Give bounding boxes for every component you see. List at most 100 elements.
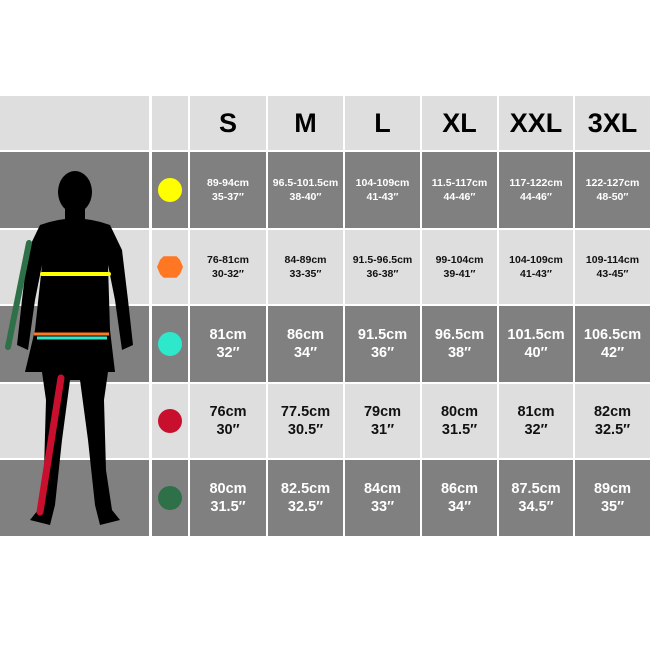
cm-value: 11.5-117cm [431,177,488,189]
cm-value: 84-89cm [284,254,327,266]
measurement-cell: 76-81cm 30-32″ [190,230,266,304]
chest-dot-icon [158,178,182,202]
measurement-cell: 82cm 32.5″ [575,384,650,458]
measurement-cell: 91.5-96.5cm 36-38″ [345,230,420,304]
inches-value: 41-43″ [520,268,552,280]
measurement-cell: 79cm 31″ [345,384,420,458]
cm-value: 104-109cm [509,254,563,266]
measurement-cell: 106.5cm 42″ [575,306,650,382]
inches-value: 34″ [293,345,318,361]
measurement-cell: 89cm 35″ [575,460,650,536]
sleeve-line [5,240,32,350]
size-header-l: L [345,96,420,150]
inches-value: 32.5″ [287,499,324,515]
icon-cell [152,460,188,536]
waist-arrow-dot-icon [157,256,183,278]
measurement-cell: 117-122cm 44-46″ [499,152,573,228]
measurement-cell: 76cm 30″ [190,384,266,458]
inches-value: 31.5″ [441,422,478,438]
measurement-cell: 81cm 32″ [190,306,266,382]
measurement-cell: 89-94cm 35-37″ [190,152,266,228]
cm-value: 89-94cm [206,177,250,189]
measurement-cell: 104-109cm 41-43″ [499,230,573,304]
cm-value: 106.5cm [583,327,642,343]
inches-value: 30″ [216,422,240,438]
icon-cell [152,306,188,382]
body-silhouette [5,171,133,525]
measurement-cell: 104-109cm 41-43″ [345,152,420,228]
measurement-cell: 11.5-117cm 44-46″ [422,152,497,228]
inches-value: 35″ [600,499,625,515]
inches-value: 36-38″ [366,268,399,280]
cm-value: 79cm [363,404,402,420]
inches-value: 31.5″ [210,499,246,515]
inches-value: 42″ [600,345,625,361]
cm-value: 86cm [286,327,325,343]
cm-value: 96.5-101.5cm [272,177,339,189]
size-header-3xl: 3XL [575,96,650,150]
size-header-xl: XL [422,96,497,150]
cm-value: 117-122cm [509,177,563,189]
inches-value: 34.5″ [518,499,554,515]
inches-value: 44-46″ [443,191,476,203]
inside-leg-line [36,374,65,516]
cm-value: 89cm [593,481,632,497]
measurement-cell: 80cm 31.5″ [190,460,266,536]
hip-dot-icon [158,332,182,356]
cm-value: 80cm [209,481,247,497]
cm-value: 84cm [363,481,402,497]
cm-value: 99-104cm [435,254,484,266]
inches-value: 32″ [216,345,240,361]
inches-value: 48-50″ [596,191,629,203]
measurement-cell: 86cm 34″ [422,460,497,536]
inches-value: 32.5″ [594,422,631,438]
cm-value: 80cm [440,404,479,420]
cm-value: 77.5cm [280,404,331,420]
inside-leg-dot-icon [158,409,182,433]
cm-value: 122-127cm [585,177,640,189]
inches-value: 33-35″ [289,268,322,280]
inches-value: 44-46″ [520,191,552,203]
size-header-xxl: XXL [499,96,573,150]
measurement-cell: 96.5cm 38″ [422,306,497,382]
cm-value: 87.5cm [511,481,561,497]
inches-value: 35-37″ [212,191,244,203]
measurement-cell: 99-104cm 39-41″ [422,230,497,304]
cm-value: 86cm [440,481,479,497]
cm-value: 82.5cm [280,481,331,497]
icon-cell [152,230,188,304]
icon-cell [152,152,188,228]
cm-value: 81cm [209,327,247,343]
icon-cell [152,384,188,458]
sleeve-dot-icon [158,486,182,510]
cm-value: 76-81cm [206,254,250,266]
inches-value: 41-43″ [366,191,399,203]
inches-value: 38″ [447,345,472,361]
measurement-cell: 122-127cm 48-50″ [575,152,650,228]
measurement-cell: 77.5cm 30.5″ [268,384,343,458]
measurement-cell: 84-89cm 33-35″ [268,230,343,304]
measurement-cell: 80cm 31.5″ [422,384,497,458]
inches-value: 34″ [447,499,472,515]
measurement-cell: 86cm 34″ [268,306,343,382]
cm-value: 109-114cm [585,254,640,266]
figure-bg [0,384,149,458]
cm-value: 96.5cm [434,327,485,343]
cm-value: 82cm [593,404,632,420]
cm-value: 76cm [209,404,247,420]
header-blank [0,96,149,150]
measurement-cell: 91.5cm 36″ [345,306,420,382]
measurement-cell: 87.5cm 34.5″ [499,460,573,536]
inches-value: 40″ [524,345,548,361]
inches-value: 30-32″ [212,268,244,280]
inches-value: 33″ [370,499,395,515]
size-header-m: M [268,96,343,150]
cm-value: 91.5-96.5cm [352,254,413,266]
inches-value: 31″ [370,422,395,438]
cm-value: 91.5cm [357,327,408,343]
figure-bg [0,460,149,536]
man-silhouette-icon [17,171,133,525]
inches-value: 38-40″ [289,191,322,203]
cm-value: 101.5cm [507,327,565,343]
cm-value: 81cm [517,404,555,420]
